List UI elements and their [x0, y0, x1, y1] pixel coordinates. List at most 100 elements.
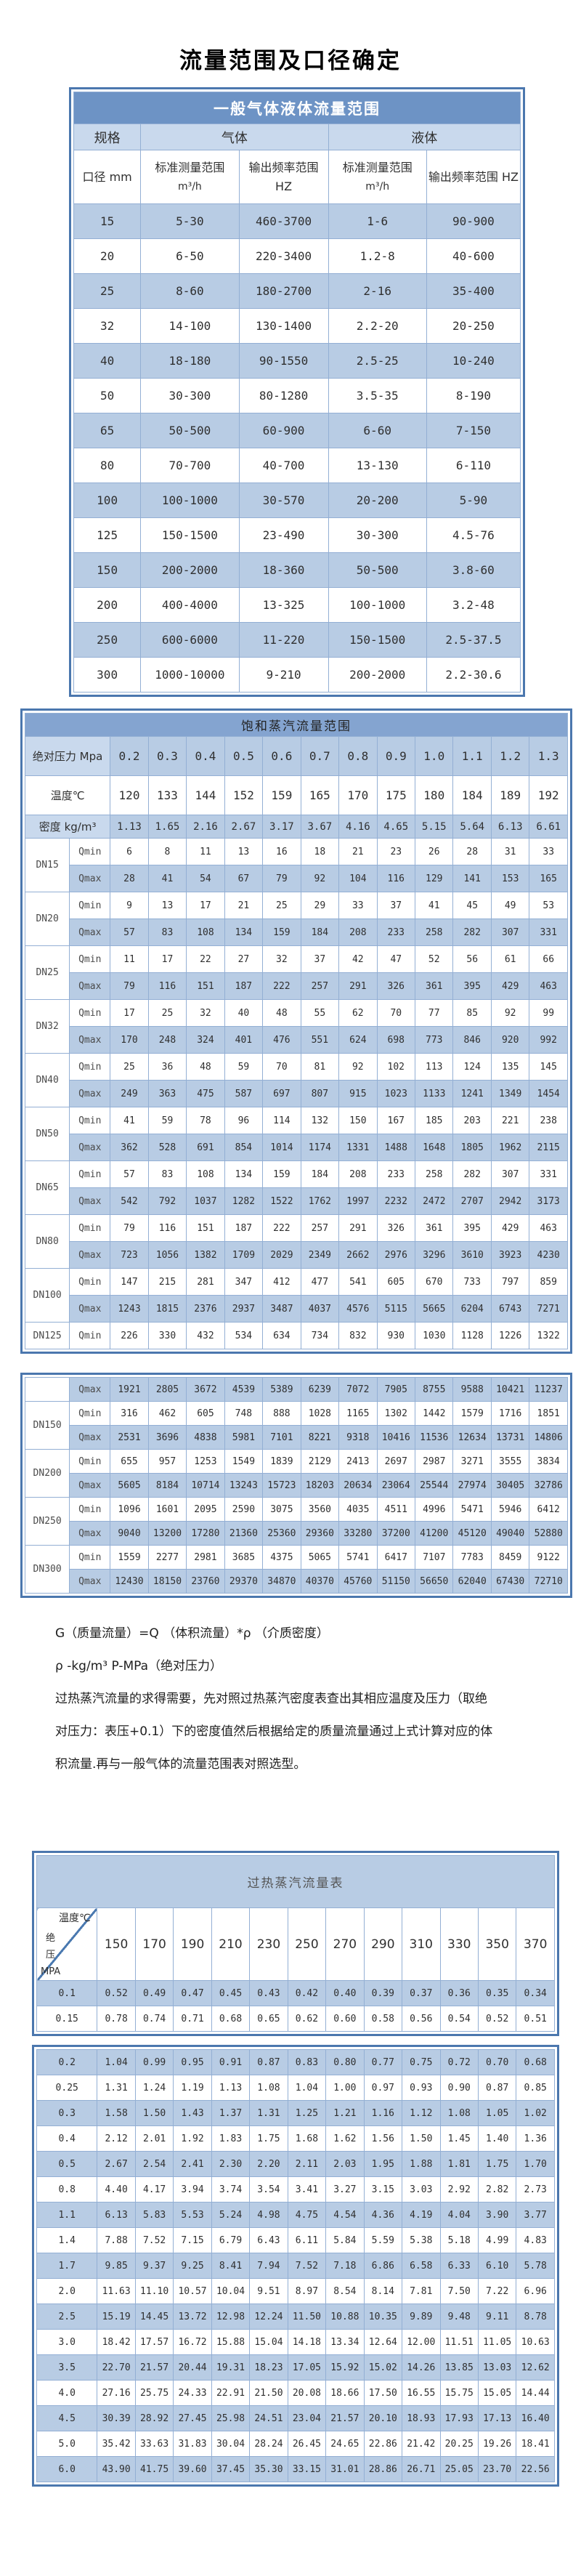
value-cell: 17280	[186, 1521, 225, 1546]
value-cell: 3.94	[173, 2176, 212, 2202]
value-cell: 0.52	[477, 2006, 517, 2032]
value-cell: 4.36	[363, 2202, 403, 2228]
value-cell: 2.92	[439, 2176, 479, 2202]
value-cell: 2805	[147, 1377, 187, 1402]
value-cell: 370	[516, 1907, 555, 1981]
dn-qmax-row: Qmax 542 792 1037 1282 1522 1762 1997 2232 2472 27…	[25, 1187, 568, 1215]
diameter-row: 15 5-30 460-3700 1-6 90-900	[73, 203, 521, 239]
value-cell: 9.37	[134, 2253, 174, 2279]
value-cell: 10.04	[211, 2278, 251, 2304]
value-cell: 1997	[338, 1187, 378, 1215]
dn-qmin-row: DN40 Qmin 25 36 48 59 70 81 92 102 113 124 135 145	[24, 1053, 568, 1107]
value-cell: 100	[73, 483, 142, 518]
value-cell: 67430	[490, 1569, 530, 1594]
value-cell: 17	[186, 892, 225, 919]
value-cell: 25.75	[134, 2380, 174, 2406]
value-cell: 930	[376, 1322, 416, 1349]
value-cell: 5.59	[363, 2227, 403, 2253]
value-cell: 16	[262, 838, 301, 865]
value-cell: 108	[186, 1160, 225, 1188]
value-cell: 51150	[376, 1569, 416, 1594]
value-cell: 1709	[224, 1241, 264, 1269]
value-cell: 3685	[224, 1545, 264, 1570]
value-cell: 226	[110, 1322, 149, 1349]
value-cell: 250	[73, 622, 142, 658]
value-cell: 2.16	[186, 815, 225, 839]
value-cell: 1302	[376, 1401, 416, 1426]
value-cell: 0.42	[287, 1980, 327, 2006]
value-cell: 9122	[529, 1545, 568, 1570]
value-cell: 0.39	[363, 1980, 403, 2006]
value-cell: 167	[376, 1107, 416, 1134]
value-cell: 67	[224, 865, 264, 892]
value-cell: 16.55	[402, 2380, 441, 2406]
pressure-row: 0.3 1.58 1.50 1.43 1.37 1.31 1.25 1.21 1.16 1.12 1…	[36, 2100, 555, 2126]
value-cell: 4.75	[287, 2202, 327, 2228]
value-cell: 2.5-37.5	[426, 622, 521, 658]
value-cell: 35-400	[426, 273, 521, 309]
value-cell: 152	[224, 775, 264, 815]
value-cell: 1.04	[97, 2049, 136, 2075]
value-cell: 150	[73, 552, 142, 588]
value-cell: 116	[147, 1214, 187, 1242]
value-cell: 13.85	[439, 2354, 479, 2381]
value-cell: 3672	[186, 1377, 225, 1402]
qmax-label: Qmax	[69, 1521, 111, 1546]
value-cell: 56650	[415, 1569, 454, 1594]
table1-title: 一般气体液体流量范围	[73, 92, 521, 124]
value-cell: 401	[224, 1026, 264, 1054]
value-cell: 27.16	[97, 2380, 136, 2406]
dn-qmax-row: Qmax 9040 13200 17280 21360 25360 29360 33280 37…	[25, 1521, 568, 1546]
dn-qmin-row: DN65 Qmin 57 83 108 134 159 184 208 233 258 282 307 3…	[24, 1160, 568, 1215]
value-cell: 22	[186, 945, 225, 973]
value-cell: 310	[402, 1907, 441, 1981]
value-cell: 113	[415, 1053, 454, 1081]
value-cell: 41.75	[134, 2456, 174, 2482]
value-cell: 180-2700	[238, 273, 329, 309]
table1-sub-header-row: 口径 mm 标准测量范围 m³/h 输出频率范围 HZ 标准测量范围 m³/h …	[73, 150, 521, 204]
value-cell: 0.68	[211, 2006, 251, 2032]
value-cell: 1442	[415, 1401, 454, 1426]
value-cell: 6.86	[363, 2253, 403, 2279]
value-cell: 8.54	[325, 2278, 365, 2304]
value-cell: 2697	[376, 1449, 416, 1474]
value-cell: 150-1500	[328, 622, 427, 658]
saturated-steam-grid-2: Qmax 1921 2805 3672 4539 5389 6239 7072 7905 875…	[24, 1377, 568, 1594]
value-cell: 3.17	[262, 815, 301, 839]
value-cell: 5.64	[452, 815, 492, 839]
value-cell: 7072	[338, 1377, 378, 1402]
value-cell: 1488	[376, 1134, 416, 1161]
value-cell: 189	[490, 775, 530, 815]
value-cell: 1.08	[249, 2075, 288, 2101]
dn-label: DN15	[24, 838, 70, 892]
value-cell: 3560	[300, 1497, 340, 1522]
pressure-row: 0.15 0.78 0.74 0.71 0.68 0.65 0.62 0.60 0.58 0.56…	[36, 2006, 555, 2032]
value-cell: 22.91	[211, 2380, 251, 2406]
value-cell: 8755	[415, 1377, 454, 1402]
value-cell: 0.45	[211, 1980, 251, 2006]
value-cell: 59	[147, 1107, 187, 1134]
value-cell: 1921	[110, 1377, 149, 1402]
pressure-value-label: 6.0	[36, 2456, 98, 2482]
value-cell: 22.86	[363, 2431, 403, 2457]
dn125-qmax-row: Qmax 1921 2805 3672 4539 5389 6239 7072 7905 875…	[24, 1377, 568, 1402]
value-cell: 9318	[338, 1425, 378, 1450]
value-cell: 624	[338, 1026, 378, 1054]
value-cell: 28.24	[249, 2431, 288, 2457]
value-cell: 55	[300, 999, 340, 1027]
qmax-label: Qmax	[69, 1377, 111, 1402]
value-cell: 24.65	[325, 2431, 365, 2457]
value-cell: 2.54	[134, 2151, 174, 2177]
value-cell: 11	[110, 945, 149, 973]
value-cell: 475	[186, 1080, 225, 1107]
pressure-row: 1.7 9.85 9.37 9.25 8.41 7.94 7.52 7.18 6.86 6.58 6…	[36, 2253, 555, 2279]
qmax-label: Qmax	[69, 1241, 111, 1269]
value-cell: 3173	[529, 1187, 568, 1215]
value-cell: 30-300	[328, 517, 427, 553]
value-cell: 159	[262, 775, 301, 815]
pressure-value-label: 1.7	[36, 2253, 98, 2279]
value-cell: 5471	[452, 1497, 492, 1522]
general-flow-table-grid: 一般气体液体流量范围 规格 气体 液体 口径 mm 标准测量范围 m³/h 输出…	[73, 92, 521, 693]
value-cell: 2115	[529, 1134, 568, 1161]
value-cell: 4.16	[338, 815, 378, 839]
